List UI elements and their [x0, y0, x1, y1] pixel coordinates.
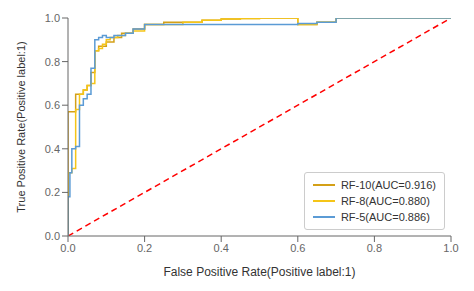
html-text:RF-10(AUC=0.916): RF-10(AUC=0.916) — [340, 179, 436, 191]
svg-text:0.0: 0.0 — [45, 230, 60, 242]
svg-text:0.4: 0.4 — [214, 242, 229, 254]
svg-text:0.8: 0.8 — [367, 242, 382, 254]
svg-text:0.2: 0.2 — [45, 186, 60, 198]
svg-text:1.0: 1.0 — [45, 12, 60, 24]
svg-text:0.8: 0.8 — [45, 56, 60, 68]
svg-text:0.2: 0.2 — [137, 242, 152, 254]
svg-text:True Positive Rate(Positive la: True Positive Rate(Positive label:1) — [15, 41, 27, 212]
svg-text:1.0: 1.0 — [443, 242, 458, 254]
svg-text:0.6: 0.6 — [290, 242, 305, 254]
svg-text:0.6: 0.6 — [45, 99, 60, 111]
html-text:RF-5(AUC=0.886): RF-5(AUC=0.886) — [340, 211, 430, 223]
svg-text:False Positive Rate(Positive l: False Positive Rate(Positive label:1) — [163, 265, 355, 279]
svg-text:0.4: 0.4 — [45, 143, 60, 155]
html-text:RF-8(AUC=0.880): RF-8(AUC=0.880) — [340, 195, 430, 207]
svg-text:0.0: 0.0 — [60, 242, 75, 254]
